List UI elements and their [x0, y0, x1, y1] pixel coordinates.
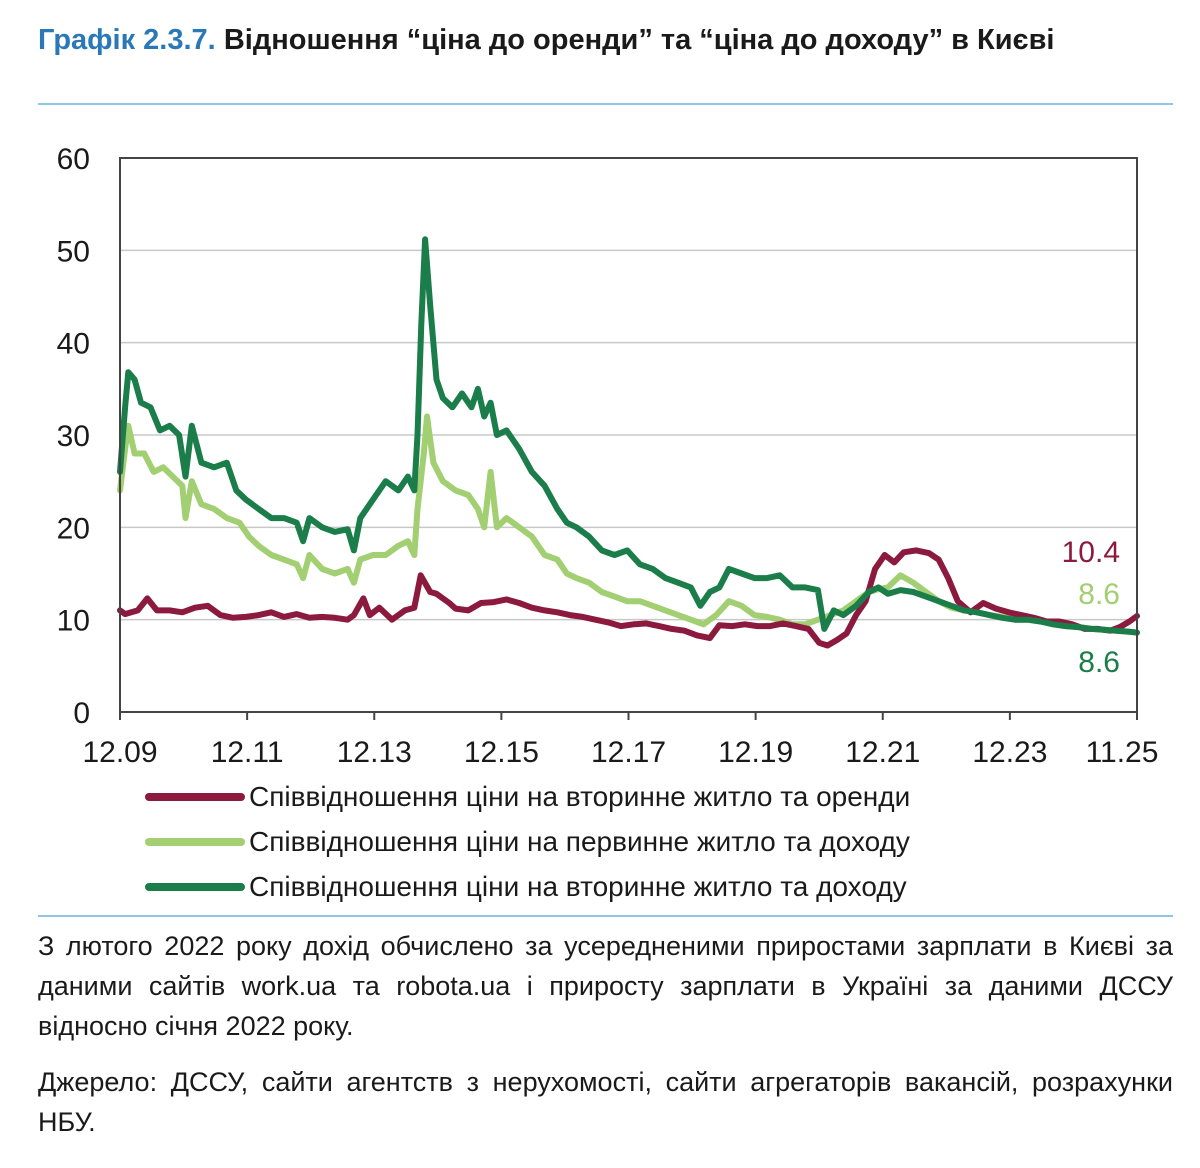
- title-divider: [38, 103, 1173, 105]
- legend-label: Співвідношення ціни на вторинне житло та…: [249, 780, 911, 812]
- x-tick-labels: 12.09 12.11 12.13 12.15 12.17 12.19 12.21 12.23…: [82, 712, 1158, 769]
- x-tick-label: 12.17: [591, 736, 666, 769]
- x-tick-label: 12.15: [464, 736, 539, 769]
- chart-number: Графік 2.3.7.: [38, 24, 216, 56]
- end-label-3: 8.6: [1078, 646, 1120, 679]
- legend-item-1: Співвідношення ціни на вторинне житло та…: [145, 774, 1145, 819]
- y-tick-label: 10: [57, 605, 90, 638]
- x-tick-label: 12.21: [845, 736, 920, 769]
- y-tick-label: 40: [57, 328, 90, 361]
- chart-title: Графік 2.3.7. Відношення “ціна до оренди…: [38, 22, 1173, 58]
- series-line-1: [117, 547, 1140, 649]
- y-tick-label: 30: [57, 420, 90, 453]
- series-lines: [117, 236, 1140, 649]
- chart-note: З лютого 2022 року дохід обчислено за ус…: [38, 931, 1173, 1041]
- x-tick-label: 12.19: [718, 736, 793, 769]
- legend-swatch: [145, 792, 245, 801]
- chart-source: Джерело: ДССУ, сайти агентств з нерухомо…: [38, 1067, 1173, 1137]
- y-tick-labels: 0 10 20 30 40 50 60: [57, 143, 90, 730]
- grid-lines: [120, 249, 1137, 621]
- y-tick-label: 50: [57, 235, 90, 268]
- x-tick-label: 12.09: [82, 736, 157, 769]
- y-tick-label: 20: [57, 512, 90, 545]
- legend-swatch: [145, 882, 245, 891]
- x-tick-label: 12.13: [337, 736, 412, 769]
- y-tick-label: 60: [57, 143, 90, 176]
- legend: Співвідношення ціни на вторинне житло та…: [145, 774, 1145, 909]
- chart-title-text: Відношення “ціна до оренди” та “ціна до …: [223, 24, 1055, 56]
- series-line-3: [117, 236, 1140, 636]
- end-label-2: 8.6: [1078, 578, 1120, 611]
- note-divider: [38, 915, 1173, 917]
- end-labels: 10.4 8.6 8.6: [1062, 536, 1120, 679]
- legend-item-2: Співвідношення ціни на первинне житло та…: [145, 819, 1145, 864]
- x-tick-label: 12.23: [972, 736, 1047, 769]
- y-tick-label: 0: [73, 697, 90, 730]
- series-line-2: [117, 413, 1140, 636]
- legend-swatch: [145, 837, 245, 846]
- end-label-1: 10.4: [1062, 536, 1120, 569]
- x-tick-label: 12.11: [211, 736, 284, 769]
- legend-label: Співвідношення ціни на вторинне житло та…: [249, 870, 907, 902]
- legend-item-3: Співвідношення ціни на вторинне житло та…: [145, 864, 1145, 909]
- legend-label: Співвідношення ціни на первинне житло та…: [249, 825, 910, 857]
- x-tick-label: 11.25: [1086, 736, 1159, 769]
